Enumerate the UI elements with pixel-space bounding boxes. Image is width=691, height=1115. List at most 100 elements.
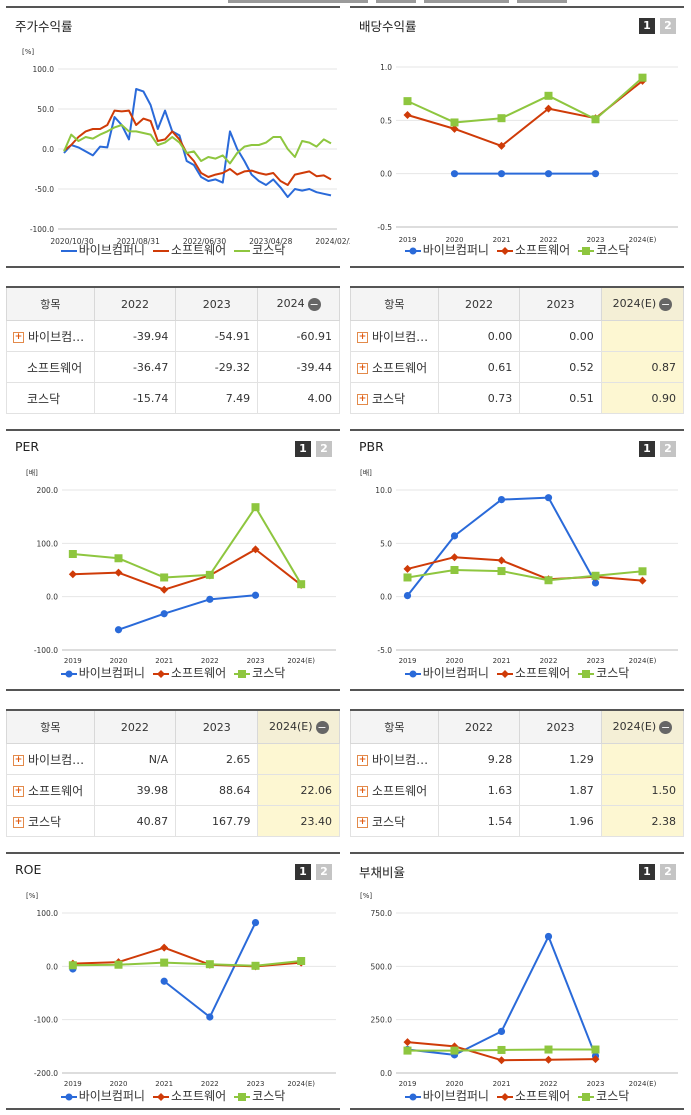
table-header-row: 항목 2022 2023 2024(E) − xyxy=(350,286,685,321)
legend-item[interactable]: 소프트웨어 xyxy=(152,241,226,258)
unit-label: [%] xyxy=(360,892,372,900)
expand-plus-icon[interactable]: + xyxy=(13,816,24,828)
table-cell: 40.87 xyxy=(93,805,177,837)
row-name[interactable]: + 소프트웨어 xyxy=(6,774,95,806)
expand-plus-icon[interactable]: + xyxy=(13,331,24,343)
row-name[interactable]: + 소프트웨어 xyxy=(350,774,439,806)
y-tick-label: 500.0 xyxy=(371,962,393,971)
series-line xyxy=(407,76,644,124)
legend-item[interactable]: 소프트웨어 xyxy=(152,1087,226,1104)
row-name[interactable]: + 바이브컴… xyxy=(350,320,439,352)
data-point xyxy=(544,494,553,502)
collapse-icon[interactable]: − xyxy=(307,297,321,311)
collapse-icon[interactable]: − xyxy=(315,720,329,734)
table-cell: -60.91 xyxy=(257,320,340,352)
legend-swatch-icon xyxy=(152,669,169,678)
expand-plus-icon[interactable]: + xyxy=(357,785,368,797)
series-line xyxy=(163,922,257,1018)
row-name[interactable]: + 코스닥 xyxy=(6,805,95,837)
expand-plus-icon[interactable]: + xyxy=(357,754,368,766)
y-tick-label: 1.0 xyxy=(380,63,392,72)
data-point xyxy=(206,595,214,603)
roe-title: ROE xyxy=(15,862,42,877)
data-point xyxy=(497,170,506,178)
tab-1[interactable]: 1 xyxy=(295,864,311,880)
legend-item[interactable]: 소프트웨어 xyxy=(496,664,570,681)
tab-2[interactable]: 2 xyxy=(660,18,676,34)
table-row: + 소프트웨어 1.63 1.87 1.50 xyxy=(350,774,685,806)
legend-item[interactable]: 코스닥 xyxy=(578,664,629,681)
tab-2[interactable]: 2 xyxy=(660,864,676,880)
y-tick-label: -5.0 xyxy=(377,646,392,655)
legend-label: 소프트웨어 xyxy=(514,243,571,257)
unit-label: [%] xyxy=(26,892,38,900)
legend-item[interactable]: 소프트웨어 xyxy=(496,1087,570,1104)
legend-swatch-icon xyxy=(578,1092,595,1101)
dividend-chart: 1.0 0.5 0.0 -0.5 2019 2020 2021 2022 2023 2024(E) xyxy=(377,63,678,244)
legend-label: 바이브컴퍼니 xyxy=(78,666,145,680)
table-cell: 0.73 xyxy=(437,382,521,414)
legend-swatch-icon xyxy=(404,670,421,677)
legend-item[interactable]: 코스닥 xyxy=(578,1087,629,1104)
tab-1[interactable]: 1 xyxy=(639,18,655,34)
table-cell: 39.98 xyxy=(93,774,177,806)
legend-item[interactable]: 바이브컴퍼니 xyxy=(60,664,145,681)
data-point xyxy=(497,1027,506,1035)
expand-plus-icon[interactable]: + xyxy=(357,331,368,343)
collapse-icon[interactable]: − xyxy=(659,297,673,311)
legend-item[interactable]: 바이브컴퍼니 xyxy=(60,241,145,258)
tab-1[interactable]: 1 xyxy=(639,864,655,880)
data-point xyxy=(497,496,506,504)
debt-chart: [%] 750.0 500.0 250.0 0.0 2019 2020 2021 2022 202… xyxy=(360,892,678,1088)
tab-2[interactable]: 2 xyxy=(316,441,332,457)
row-name[interactable]: + 코스닥 xyxy=(350,805,439,837)
expand-plus-icon[interactable]: + xyxy=(357,393,368,405)
tab-2[interactable]: 2 xyxy=(660,441,676,457)
x-tick-label: 2023 xyxy=(247,657,265,665)
data-point xyxy=(591,571,600,580)
tab-1[interactable]: 1 xyxy=(295,441,311,457)
legend-item[interactable]: 바이브컴퍼니 xyxy=(404,241,489,258)
row-name[interactable]: + 바이브컴… xyxy=(6,320,95,352)
tab-2[interactable]: 2 xyxy=(316,864,332,880)
data-point xyxy=(297,957,306,965)
table-cell: 1.63 xyxy=(437,774,521,806)
expand-plus-icon[interactable]: + xyxy=(13,785,24,797)
per-table: 항목 2022 2023 2024(E) − + 바이브컴… N/A 2.65 + 소프트웨어 39.… xyxy=(6,709,340,837)
data-point xyxy=(403,1046,412,1055)
x-tick-label: 2020 xyxy=(110,657,128,665)
series-line xyxy=(63,124,332,165)
legend-item[interactable]: 소프트웨어 xyxy=(152,664,226,681)
legend-item[interactable]: 코스닥 xyxy=(234,664,285,681)
chart-legend: 바이브컴퍼니 소프트웨어 코스닥 xyxy=(6,664,340,681)
legend-item[interactable]: 바이브컴퍼니 xyxy=(404,664,489,681)
legend-item[interactable]: 코스닥 xyxy=(234,241,285,258)
legend-item[interactable]: 바이브컴퍼니 xyxy=(60,1087,145,1104)
row-name[interactable]: + 소프트웨어 xyxy=(350,351,439,383)
x-tick-label: 2024(E) xyxy=(287,1080,315,1088)
x-tick-label: 2024(E) xyxy=(629,1080,657,1088)
legend-label: 코스닥 xyxy=(252,243,286,257)
legend-item[interactable]: 소프트웨어 xyxy=(496,241,571,258)
expand-plus-icon[interactable]: + xyxy=(13,754,24,766)
row-name[interactable]: + 바이브컴… xyxy=(350,743,439,775)
column-header-year: 2022 xyxy=(437,709,521,744)
y-tick-label: 0.5 xyxy=(380,116,392,125)
legend-swatch-icon xyxy=(234,1092,251,1101)
data-point xyxy=(251,919,260,927)
legend-item[interactable]: 코스닥 xyxy=(234,1087,285,1104)
row-name[interactable]: + 코스닥 xyxy=(350,382,439,414)
per-chart: [배] 200.0 100.0 0.0 -100.0 2019 2020 2021 2022 20… xyxy=(26,468,336,665)
legend-swatch-icon xyxy=(152,249,169,252)
table-cell: 0.00 xyxy=(437,320,521,352)
expand-plus-icon[interactable]: + xyxy=(357,362,368,374)
row-name[interactable]: + 바이브컴… xyxy=(6,743,95,775)
expand-plus-icon[interactable]: + xyxy=(357,816,368,828)
y-tick-label: -0.5 xyxy=(377,223,392,232)
legend-item[interactable]: 코스닥 xyxy=(578,241,629,258)
data-point xyxy=(591,579,600,587)
tab-1[interactable]: 1 xyxy=(639,441,655,457)
legend-item[interactable]: 바이브컴퍼니 xyxy=(404,1087,489,1104)
collapse-icon[interactable]: − xyxy=(659,720,673,734)
